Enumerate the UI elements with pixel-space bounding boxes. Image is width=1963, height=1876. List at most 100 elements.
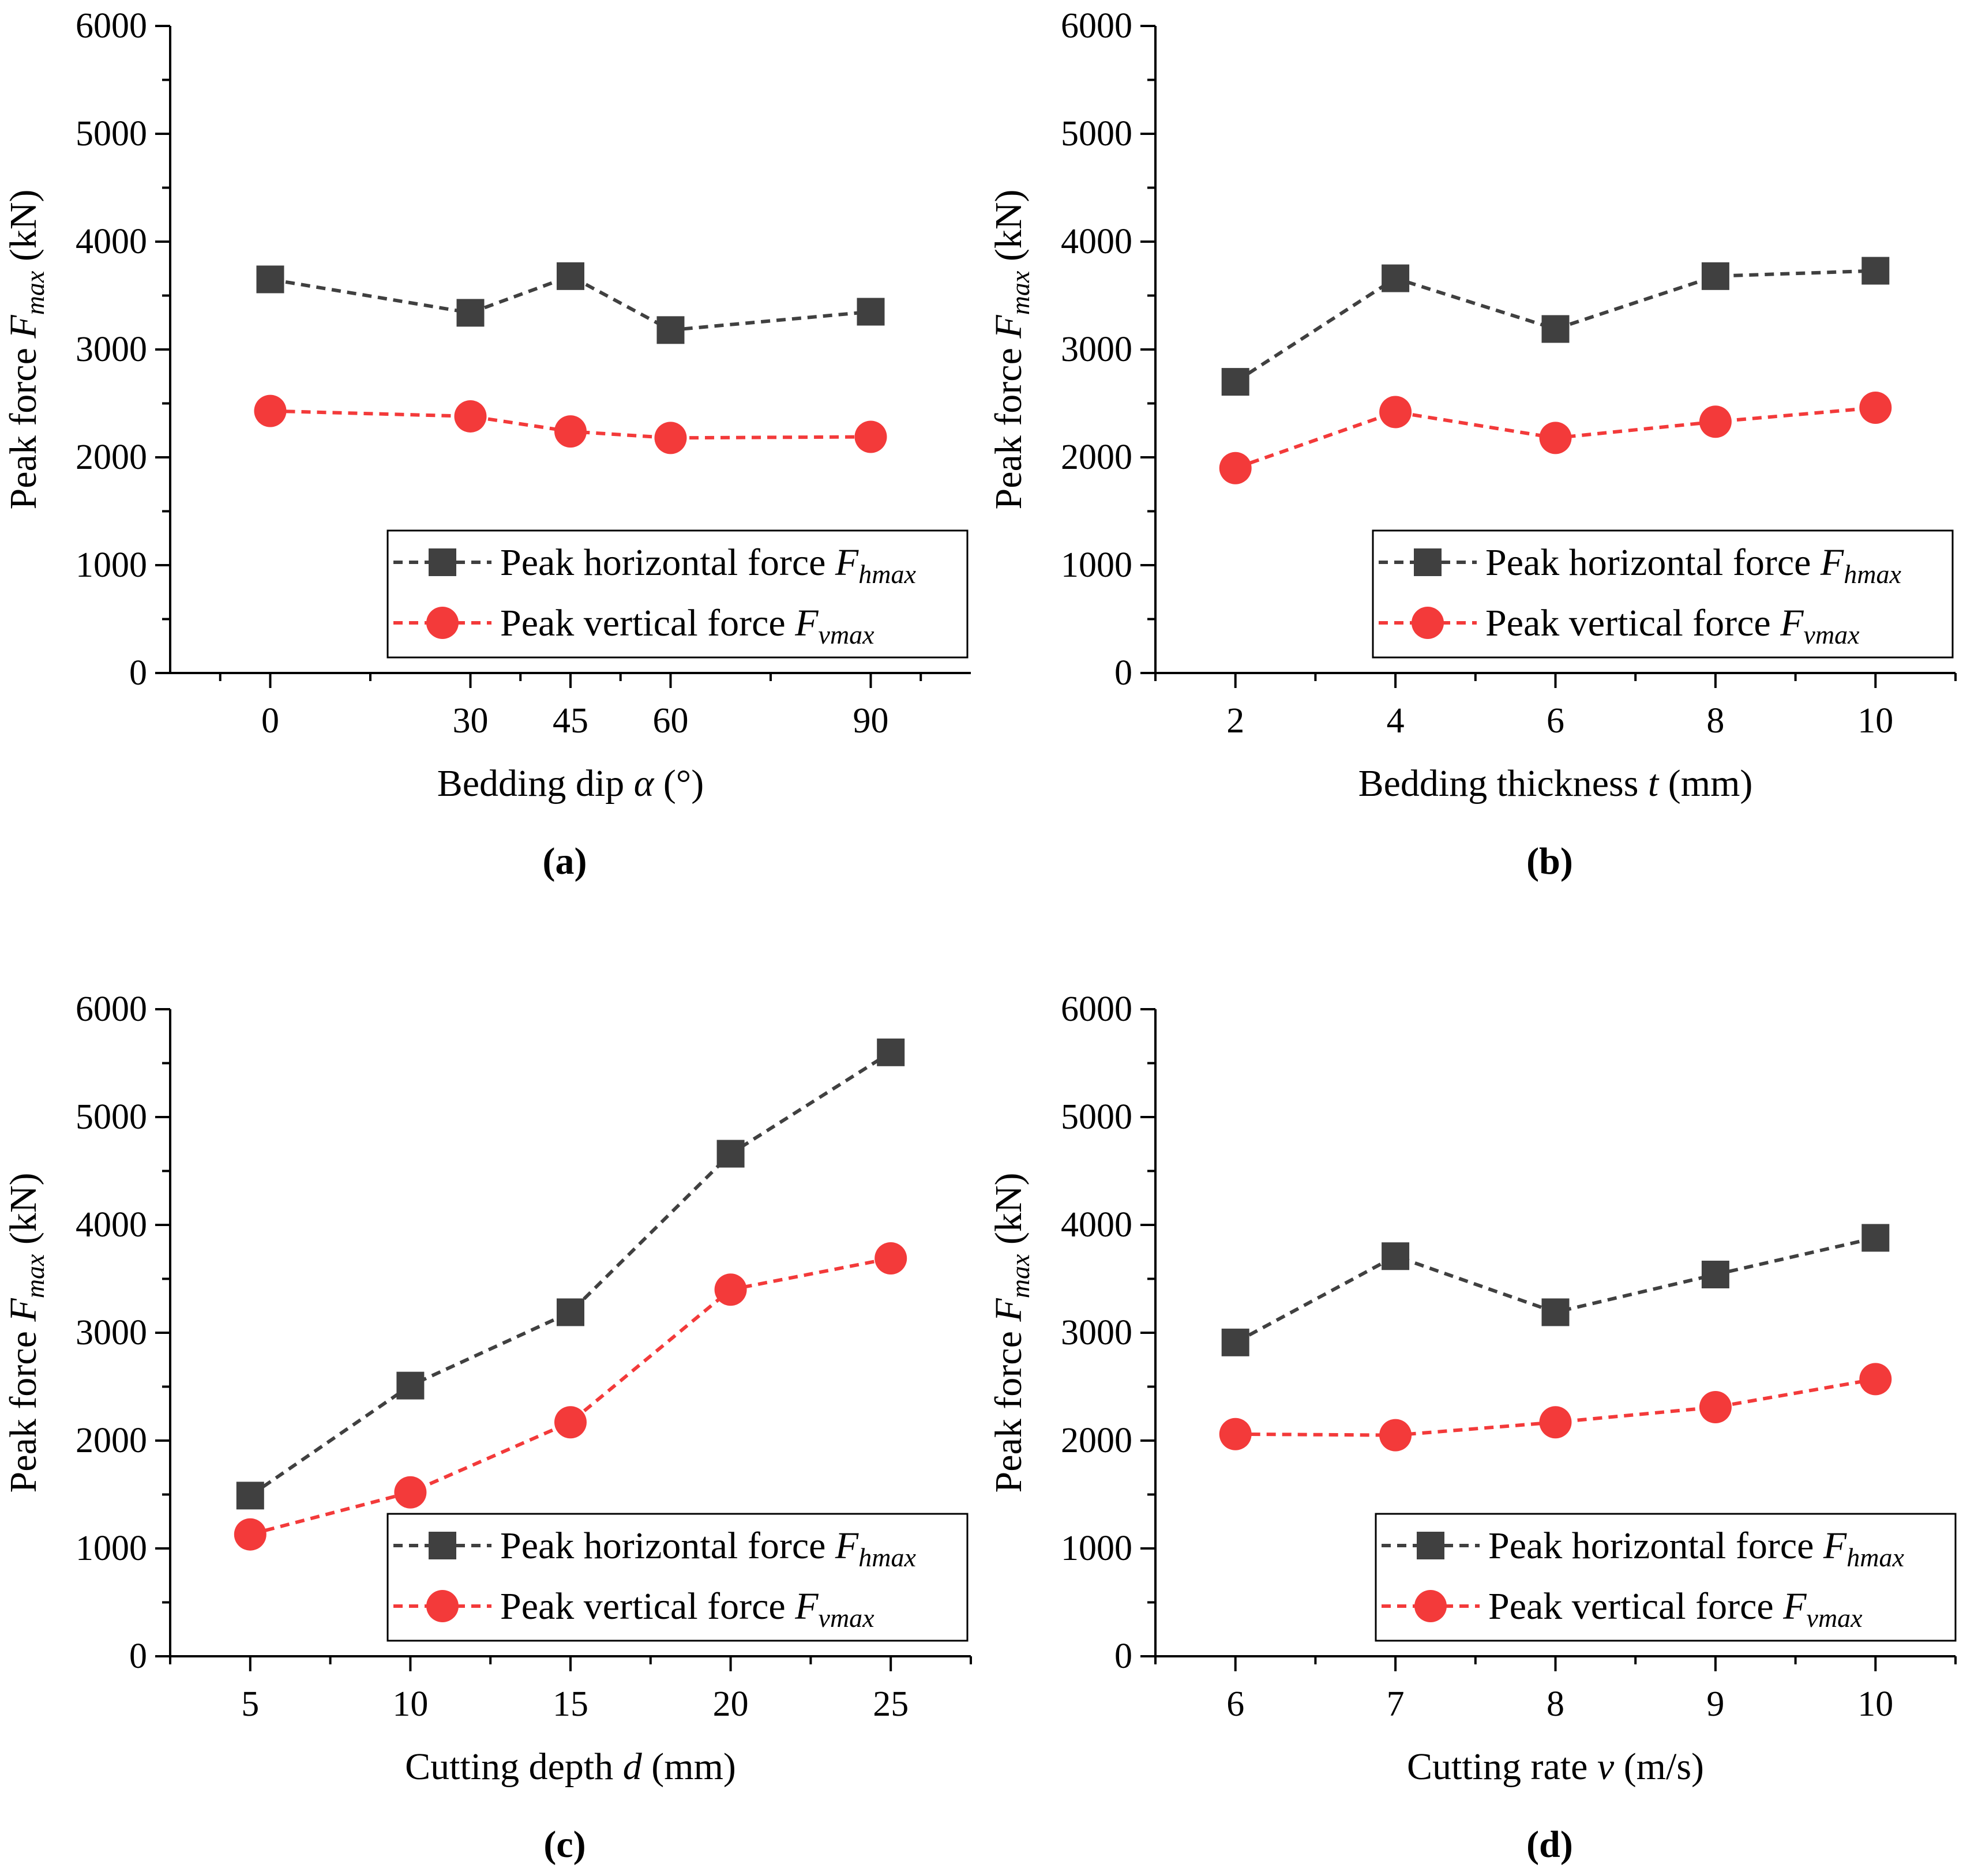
y-tick-label: 3000 [1061,1313,1132,1352]
data-point-vertical [1219,1418,1252,1450]
data-point-vertical [1859,391,1892,424]
data-point-horizontal [1541,1298,1570,1326]
data-point-vertical [1379,396,1412,428]
panel-label: (a) [543,840,587,882]
legend: Peak horizontal force Fhmax Peak vertical… [1372,529,1954,659]
y-tick-label: 4000 [76,1205,147,1245]
x-tick-label: 20 [713,1685,749,1724]
chart-panel-b: 0 1000 2000 3000 4000 5000 6000 2 4 6 8 10 Bedding t… [988,6,1957,882]
data-point-vertical [554,415,587,448]
data-point-horizontal [857,298,885,326]
x-tick-label: 7 [1387,1685,1405,1724]
x-tick-label: 4 [1387,701,1405,740]
data-point-horizontal [1701,262,1729,290]
data-point-horizontal [256,265,284,294]
series-line-horizontal [249,1051,892,1497]
data-point-vertical [454,400,487,433]
y-tick-label: 0 [1114,1637,1132,1676]
data-point-vertical [394,1476,427,1509]
x-tick-label: 25 [873,1685,909,1724]
data-point-vertical [854,420,887,453]
y-tick-label: 5000 [1061,114,1132,153]
legend-label-vertical: Peak vertical force Fvmax [1485,602,1860,649]
data-point-horizontal [396,1371,425,1400]
y-tick-label: 6000 [1061,6,1132,46]
data-point-vertical [1859,1363,1892,1396]
y-tick-label: 4000 [1061,1205,1132,1245]
x-tick-label: 2 [1226,701,1244,740]
x-tick-label: 10 [1857,701,1893,740]
legend: Peak horizontal force Fhmax Peak vertical… [386,1513,969,1642]
data-point-horizontal [1221,368,1249,396]
y-axis-title: Peak force Fmax (kN) [988,190,1035,510]
y-tick-label: 2000 [1061,438,1132,477]
legend-box [1375,1513,1957,1642]
x-tick-label: 6 [1226,1685,1244,1724]
y-tick-label: 4000 [1061,222,1132,261]
legend-label-vertical: Peak vertical force Fvmax [500,1585,874,1633]
x-tick-label: 90 [853,701,889,740]
y-tick-label: 6000 [76,6,147,46]
y-tick-label: 1000 [76,546,147,585]
data-point-vertical [654,422,687,454]
data-point-horizontal [1701,1261,1729,1289]
legend-label-vertical: Peak vertical force Fvmax [1488,1585,1863,1633]
legend: Peak horizontal force Fhmax Peak vertical… [386,529,969,659]
y-tick-label: 0 [129,1637,147,1676]
legend-box [386,529,969,659]
y-tick-label: 6000 [76,990,147,1029]
x-axis-title: Bedding dip α (°) [437,762,704,804]
x-tick-label: 30 [453,701,489,740]
data-point-vertical [1699,405,1732,438]
chart-panel-d: 0 1000 2000 3000 4000 5000 6000 6 7 8 9 10 Cutting r… [988,990,1957,1866]
data-point-horizontal [1861,257,1890,285]
y-tick-label: 1000 [1061,1529,1132,1568]
y-tick-label: 3000 [1061,330,1132,369]
x-axis-title: Bedding thickness t (mm) [1358,762,1753,804]
data-point-horizontal [557,262,584,290]
data-point-vertical [1699,1391,1732,1424]
legend-box [386,1513,969,1642]
x-tick-label: 10 [392,1685,428,1724]
panel-label: (b) [1526,840,1573,882]
chart-panel-c: 0 1000 2000 3000 4000 5000 6000 5 10 15 20 25 Cuttin… [2,990,972,1866]
y-tick-label: 2000 [1061,1421,1132,1460]
series-vertical [1219,391,1892,484]
y-tick-label: 6000 [1061,990,1132,1029]
y-tick-label: 5000 [1061,1097,1132,1137]
series-line-vertical [250,1257,891,1536]
y-tick-label: 0 [1114,653,1132,693]
data-point-vertical [1219,452,1252,484]
y-tick-label: 3000 [76,1313,147,1352]
data-point-vertical [874,1242,907,1275]
legend-marker-vertical [1414,1590,1447,1622]
x-tick-label: 10 [1857,1685,1893,1724]
x-axis-title: Cutting rate v (m/s) [1407,1746,1704,1788]
data-point-horizontal [1382,1242,1410,1270]
legend-marker-horizontal [429,1532,456,1559]
legend-marker-vertical [1412,607,1444,639]
y-tick-label: 1000 [1061,546,1132,585]
series-horizontal [256,262,885,344]
data-point-vertical [1539,422,1572,454]
y-tick-label: 4000 [76,222,147,261]
series-line-horizontal [270,274,871,332]
legend-label-horizontal: Peak horizontal force Fhmax [1485,542,1901,589]
legend-marker-vertical [426,607,459,639]
legend-label-horizontal: Peak horizontal force Fhmax [500,1525,916,1572]
y-axis-title: Peak force Fmax (kN) [2,190,50,510]
series-horizontal [236,1038,905,1510]
x-tick-label: 15 [553,1685,588,1724]
data-point-vertical [234,1518,267,1551]
data-point-horizontal [877,1038,905,1066]
x-tick-label: 9 [1706,1685,1724,1724]
data-point-horizontal [1221,1328,1249,1356]
y-axis-title: Peak force Fmax (kN) [988,1173,1035,1493]
legend-marker-horizontal [429,548,456,576]
y-axis-title: Peak force Fmax (kN) [2,1173,50,1493]
series-vertical [254,394,887,454]
data-point-horizontal [456,299,485,327]
legend-label-horizontal: Peak horizontal force Fhmax [500,542,916,589]
panel-label: (c) [543,1824,585,1866]
